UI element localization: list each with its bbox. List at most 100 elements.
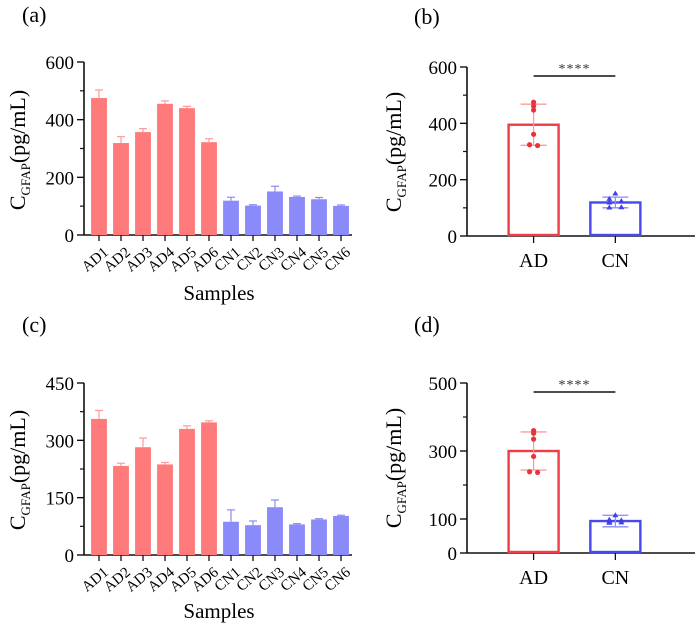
- significance-label: ****: [558, 378, 590, 393]
- data-point: [618, 198, 625, 204]
- ylabel-main: C: [381, 513, 406, 528]
- y-tick-label: 400: [429, 114, 458, 135]
- svg-text:CGFAP(pg/mL): CGFAP(pg/mL): [381, 92, 409, 212]
- panel-d-label: (d): [414, 312, 440, 337]
- ylabel-sub: GFAP: [18, 483, 33, 515]
- data-point: [618, 519, 625, 525]
- ylabel-main: C: [5, 515, 30, 530]
- bar-ad2: [113, 465, 129, 555]
- x-tick-label: AD: [519, 567, 548, 589]
- ylabel-sub: GFAP: [18, 163, 33, 195]
- svg-text:CGFAP(pg/mL): CGFAP(pg/mL): [5, 90, 33, 210]
- data-point: [527, 469, 533, 475]
- x-tick-label: AD: [519, 250, 548, 272]
- bar-ad4: [157, 103, 173, 235]
- panel-a: (a) Samples CGFAP(pg/mL) 0200400600AD1AD…: [5, 2, 354, 305]
- panel-c-plot: 0150300450AD1AD2AD3AD4AD5AD6CN1CN2CN3CN4…: [46, 374, 355, 595]
- bar-ad5: [179, 428, 195, 555]
- data-point: [531, 99, 537, 105]
- panel-c-ylabel: CGFAP(pg/mL): [5, 410, 33, 530]
- data-point: [531, 107, 537, 113]
- x-tick-label: CN6: [322, 564, 354, 595]
- bar-ad4: [157, 464, 173, 555]
- y-tick-label: 400: [46, 111, 75, 132]
- data-point: [531, 131, 537, 137]
- bar-cn1: [223, 200, 239, 235]
- panel-d-plot: 0 100 300 500 AD CN ****: [429, 374, 695, 589]
- data-point: [606, 199, 613, 205]
- bar-ad3: [135, 132, 151, 235]
- ylabel-sub: GFAP: [394, 481, 409, 513]
- y-tick-label: 450: [46, 374, 75, 395]
- bar-cn1: [223, 521, 239, 555]
- y-tick-label: 200: [429, 171, 458, 192]
- data-point: [606, 195, 613, 201]
- y-tick-label: 0: [65, 546, 75, 567]
- bar-ad6: [201, 422, 217, 555]
- panel-d: (d) CGFAP(pg/mL) 0 100 300 500 AD CN ****: [381, 312, 695, 589]
- y-tick-label: 0: [448, 544, 458, 565]
- svg-text:CGFAP(pg/mL): CGFAP(pg/mL): [5, 410, 33, 530]
- panel-c-label: (c): [22, 312, 46, 337]
- bar-cn4: [289, 524, 305, 555]
- bar-cn2: [245, 205, 261, 235]
- data-point: [535, 142, 541, 149]
- x-tick-label: CN6: [322, 244, 354, 275]
- bar-ad3: [135, 447, 151, 555]
- y-tick-label: 600: [429, 58, 458, 79]
- panel-b-plot: 0 200 400 600 AD CN ****: [429, 58, 695, 272]
- y-tick-label: 300: [46, 431, 75, 452]
- significance-label: ****: [558, 62, 590, 77]
- y-tick-label: 150: [46, 489, 75, 510]
- panel-d-ylabel: CGFAP(pg/mL): [381, 408, 409, 528]
- bar-ad1: [91, 418, 107, 555]
- y-tick-label: 100: [429, 510, 458, 531]
- x-tick-label: CN: [601, 250, 629, 272]
- ylabel-main: C: [5, 195, 30, 210]
- panel-b-label: (b): [414, 4, 440, 29]
- svg-text:CGFAP(pg/mL): CGFAP(pg/mL): [381, 408, 409, 528]
- x-tick-label: CN: [601, 567, 629, 589]
- bar-cn6: [333, 205, 349, 235]
- y-tick-label: 0: [65, 226, 75, 247]
- bar-ad1: [91, 98, 107, 236]
- data-point: [612, 512, 619, 518]
- bar-cn5: [311, 199, 327, 235]
- data-point: [612, 190, 619, 196]
- panel-a-ylabel: CGFAP(pg/mL): [5, 90, 33, 210]
- data-point: [531, 103, 537, 109]
- bar-cn3: [267, 507, 283, 555]
- ylabel-main: C: [381, 197, 406, 212]
- y-tick-label: 500: [429, 374, 458, 395]
- data-point: [535, 469, 541, 476]
- bar-cn4: [289, 196, 305, 235]
- ylabel-sub: GFAP: [394, 165, 409, 197]
- ylabel-unit: (pg/mL): [381, 92, 406, 165]
- bar-ad5: [179, 108, 195, 235]
- data-point: [531, 453, 537, 460]
- bar-ad6: [201, 142, 217, 235]
- y-tick-label: 600: [46, 53, 75, 74]
- bar-cn5: [311, 519, 327, 555]
- bar-ad2: [113, 143, 129, 235]
- data-point: [531, 436, 537, 442]
- data-point: [618, 204, 625, 210]
- data-point: [527, 142, 533, 148]
- panel-c: (c) CGFAP(pg/mL) Samples 0150300450AD1AD…: [5, 312, 354, 623]
- data-point: [606, 519, 613, 525]
- panel-a-xlabel: Samples: [183, 281, 254, 305]
- data-point: [606, 204, 613, 210]
- bar-cn2: [245, 525, 261, 555]
- panel-a-label: (a): [22, 2, 46, 27]
- panel-c-xlabel: Samples: [183, 599, 254, 623]
- panel-a-plot: 0200400600AD1AD2AD3AD4AD5AD6CN1CN2CN3CN4…: [46, 53, 355, 275]
- bar-cn3: [267, 191, 283, 235]
- ylabel-unit: (pg/mL): [5, 90, 30, 163]
- bar-cn6: [333, 516, 349, 555]
- panel-b-ylabel: CGFAP(pg/mL): [381, 92, 409, 212]
- panel-b: (b) CGFAP(pg/mL) 0 200 400 600 AD CN ****: [381, 4, 695, 272]
- y-tick-label: 200: [46, 168, 75, 189]
- ylabel-unit: (pg/mL): [5, 410, 30, 483]
- data-point: [531, 430, 537, 436]
